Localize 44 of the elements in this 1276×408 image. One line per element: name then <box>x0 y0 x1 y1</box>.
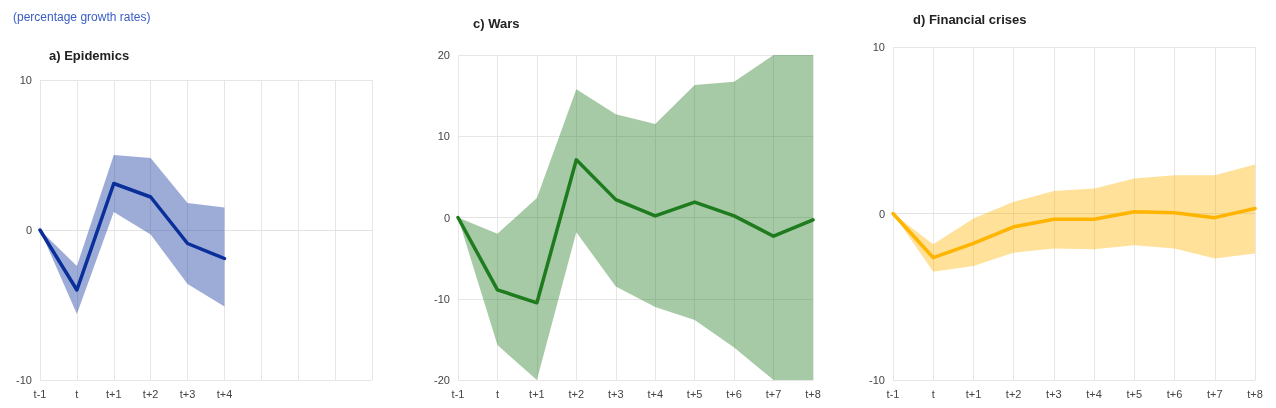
y-tick-label: 10 <box>872 41 885 53</box>
x-tick-label: t+6 <box>1166 387 1183 400</box>
chart-subtitle: (percentage growth rates) <box>13 10 151 24</box>
x-tick-label: t+6 <box>726 387 742 400</box>
line-series <box>456 158 815 305</box>
x-tick-label: t+7 <box>765 387 782 400</box>
y-tick-label: -20 <box>434 374 450 386</box>
x-tick-label: t <box>495 387 499 400</box>
y-tick-label: 20 <box>437 49 450 61</box>
x-tick-label: t+1 <box>105 387 122 400</box>
x-tick-label: t <box>75 387 79 400</box>
y-tick-label: -10 <box>869 374 885 386</box>
line-series <box>891 206 1257 260</box>
chart-title: c) Wars <box>473 16 520 31</box>
chart-title: d) Financial crises <box>913 12 1027 27</box>
x-tick-label: t+5 <box>1126 387 1143 400</box>
x-tick-label: t-1 <box>886 387 900 400</box>
y-tick-label: 10 <box>437 130 450 143</box>
x-tick-label: t+7 <box>1206 387 1223 400</box>
x-tick-label: t-1 <box>451 387 465 400</box>
y-tick-label: 0 <box>25 224 32 236</box>
x-tick-label: t+2 <box>1005 387 1022 400</box>
y-tick-label: -10 <box>434 292 450 305</box>
x-tick-label: t+8 <box>805 387 821 400</box>
x-tick-label: t+1 <box>965 387 982 400</box>
x-tick-label: t+3 <box>607 387 624 400</box>
x-tick-label: t+3 <box>1046 387 1062 400</box>
x-tick-label: t+2 <box>568 387 585 400</box>
x-tick-label: t+1 <box>529 387 545 400</box>
y-tick-label: 0 <box>443 211 450 224</box>
x-tick-label: t+2 <box>142 387 159 400</box>
x-tick-label: t+3 <box>179 387 196 400</box>
x-tick-label: t+4 <box>216 387 233 400</box>
x-tick-label: t+4 <box>1086 387 1102 400</box>
x-tick-label: t-1 <box>33 387 47 400</box>
x-tick-label: t+4 <box>647 387 664 400</box>
line-series <box>38 181 227 292</box>
x-tick-label: t+5 <box>686 387 703 400</box>
y-tick-label: 0 <box>878 207 885 220</box>
chart-title: a) Epidemics <box>49 48 130 63</box>
x-tick-label: t <box>931 387 935 400</box>
x-tick-label: t+8 <box>1247 387 1263 400</box>
y-tick-label: 10 <box>19 74 32 86</box>
y-tick-label: -10 <box>16 374 32 386</box>
